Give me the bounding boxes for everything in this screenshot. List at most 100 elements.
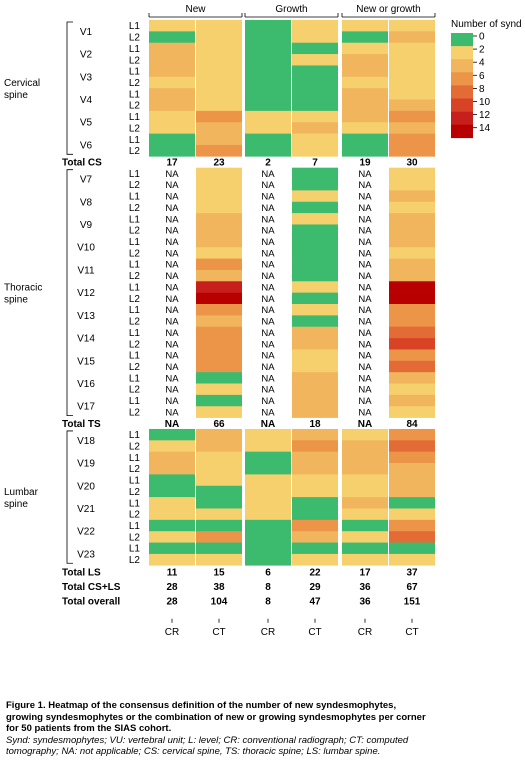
heatmap-cell (292, 122, 338, 134)
legend-swatch (451, 59, 473, 73)
heatmap-cell (149, 76, 195, 89)
level-label: L1 (129, 192, 141, 203)
na-cell: NA (358, 214, 372, 225)
heatmap-cell (389, 304, 435, 316)
na-cell: NA (165, 373, 179, 384)
heatmap-cell (245, 440, 291, 452)
heatmap-cell (389, 372, 435, 384)
region-name: spine (4, 499, 28, 510)
heatmap-cell (149, 497, 195, 509)
na-cell: NA (261, 407, 275, 418)
region-name: spine (4, 295, 28, 306)
heatmap-cell (342, 122, 388, 134)
total-value: 38 (213, 582, 225, 593)
heatmap-cell (342, 497, 388, 509)
heatmap-cell (292, 292, 338, 305)
heatmap-cell (149, 519, 195, 532)
total-value: 47 (309, 596, 321, 607)
region-name: Thoracic (4, 283, 42, 294)
heatmap-cell (389, 497, 435, 509)
level-label: L2 (129, 123, 141, 134)
level-label: L2 (129, 407, 141, 418)
heatmap-cell (245, 65, 291, 78)
heatmap-cell (196, 451, 242, 464)
level-label: L2 (129, 339, 141, 350)
level-label: L1 (129, 21, 141, 32)
heatmap-cell (149, 122, 195, 134)
na-cell: NA (261, 237, 275, 248)
heatmap-cell (245, 31, 291, 44)
heatmap-cell (389, 213, 435, 225)
level-label: L2 (129, 555, 141, 566)
heatmap-cell (292, 360, 338, 373)
heatmap-cell (342, 451, 388, 464)
heatmap-cell (149, 440, 195, 452)
level-label: L1 (129, 476, 141, 487)
total-value: 28 (166, 582, 178, 593)
heatmap-cell (149, 20, 195, 32)
heatmap-cell (342, 99, 388, 112)
heatmap-cell (196, 372, 242, 384)
heatmap-cell (389, 463, 435, 475)
vertebral-unit-label: V10 (77, 243, 95, 254)
total-value: 66 (213, 419, 225, 430)
region-bracket (66, 430, 73, 564)
total-value: 8 (265, 582, 271, 593)
heatmap-cell (342, 31, 388, 44)
heatmap-cell (196, 213, 242, 225)
column-label: CR (358, 627, 372, 638)
total-value: 15 (213, 567, 225, 578)
heatmap-cell (196, 519, 242, 532)
vertebral-unit-label: V2 (80, 50, 93, 61)
total-value: 84 (406, 419, 418, 430)
heatmap-cell (389, 235, 435, 248)
heatmap-cell (245, 463, 291, 475)
level-label: L1 (129, 430, 141, 441)
vertebral-unit-label: V18 (77, 436, 95, 447)
heatmap-cell (292, 224, 338, 237)
vertebral-unit-label: V23 (77, 549, 95, 560)
level-label: L2 (129, 362, 141, 373)
heatmap-cell (245, 542, 291, 555)
total-value: 37 (406, 567, 418, 578)
heatmap-cell (149, 542, 195, 555)
heatmap-cell (389, 485, 435, 498)
column-label: CR (165, 627, 179, 638)
na-cell: NA (165, 351, 179, 362)
heatmap-cell (342, 42, 388, 55)
total-value: 11 (167, 567, 178, 578)
column-group-label: Growth (275, 4, 307, 15)
heatmap-cell (292, 179, 338, 191)
heatmap-cell (389, 99, 435, 112)
na-cell: NA (165, 180, 179, 191)
heatmap-cell (245, 122, 291, 134)
na-cell: NA (261, 294, 275, 305)
heatmap-cell (389, 201, 435, 214)
level-label: L1 (129, 521, 141, 532)
heatmap-cell (389, 190, 435, 203)
heatmap-cell (292, 76, 338, 89)
heatmap-cell (196, 349, 242, 362)
heatmap-cell (389, 31, 435, 44)
heatmap-cell (292, 201, 338, 214)
heatmap-cell (389, 338, 435, 350)
na-cell: NA (358, 362, 372, 373)
vertebral-unit-label: V7 (80, 175, 93, 186)
heatmap-cell (342, 144, 388, 157)
total-value: 6 (265, 567, 271, 578)
heatmap-cell (389, 451, 435, 464)
na-cell: NA (261, 339, 275, 350)
column-label: CR (261, 627, 275, 638)
heatmap-cell (389, 360, 435, 373)
vertebral-unit-label: V21 (77, 504, 95, 515)
legend-tick-label: 8 (479, 84, 485, 95)
heatmap-cell (292, 88, 338, 100)
heatmap-cell (196, 281, 242, 293)
total-value: 8 (265, 596, 271, 607)
heatmap-cell (342, 531, 388, 543)
na-cell: NA (261, 214, 275, 225)
heatmap-cell (389, 440, 435, 452)
total-row-label: Total overall (62, 596, 120, 607)
heatmap-cell (149, 463, 195, 475)
